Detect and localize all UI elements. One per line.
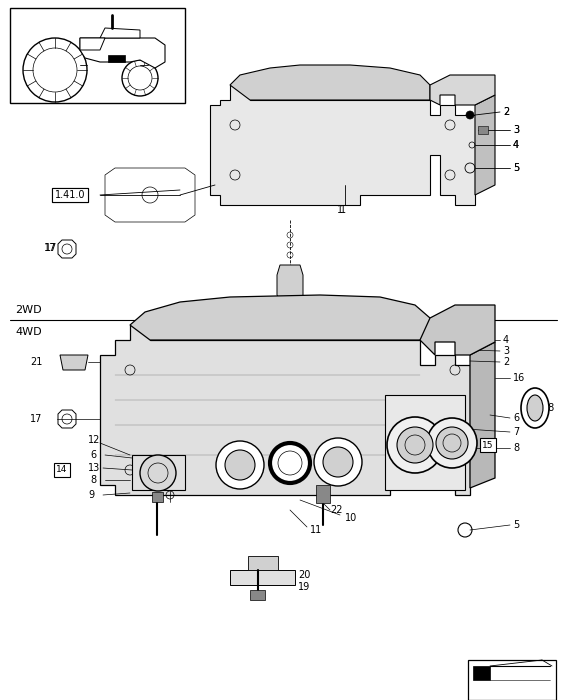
Polygon shape — [430, 75, 495, 105]
Ellipse shape — [521, 388, 549, 428]
Polygon shape — [230, 570, 295, 585]
Polygon shape — [80, 38, 105, 50]
Polygon shape — [385, 395, 465, 490]
Text: 17: 17 — [44, 243, 56, 253]
Circle shape — [225, 450, 255, 480]
Text: 2WD: 2WD — [15, 305, 41, 315]
Text: 3: 3 — [503, 346, 509, 356]
Text: 1.41.0: 1.41.0 — [55, 190, 85, 200]
Text: 5: 5 — [513, 520, 519, 530]
Circle shape — [466, 111, 474, 119]
Text: 12: 12 — [88, 435, 100, 445]
Text: 17: 17 — [45, 243, 57, 253]
Polygon shape — [248, 556, 278, 570]
Text: 22: 22 — [330, 505, 342, 515]
Circle shape — [436, 427, 468, 459]
Polygon shape — [470, 342, 495, 488]
Text: 4: 4 — [513, 140, 519, 150]
Text: 2: 2 — [503, 107, 509, 117]
Text: 1: 1 — [340, 205, 346, 215]
Text: 13: 13 — [88, 463, 100, 473]
Circle shape — [278, 451, 302, 475]
Text: 5: 5 — [513, 163, 519, 173]
Polygon shape — [475, 95, 495, 195]
Text: 4WD: 4WD — [15, 327, 41, 337]
Text: 3: 3 — [513, 125, 519, 135]
Text: 4: 4 — [513, 140, 519, 150]
Polygon shape — [80, 38, 165, 68]
Text: 9: 9 — [88, 490, 94, 500]
Text: 18: 18 — [543, 403, 555, 413]
Polygon shape — [210, 85, 475, 205]
Polygon shape — [108, 55, 125, 62]
Circle shape — [23, 38, 87, 102]
Circle shape — [122, 60, 158, 96]
Polygon shape — [130, 295, 430, 340]
Circle shape — [387, 417, 443, 473]
Circle shape — [314, 438, 362, 486]
Text: 11: 11 — [310, 525, 322, 535]
Text: 2: 2 — [503, 357, 509, 367]
Polygon shape — [316, 485, 330, 503]
Text: 14: 14 — [56, 466, 67, 475]
Text: 8: 8 — [513, 443, 519, 453]
Circle shape — [323, 447, 353, 477]
Text: 15: 15 — [483, 440, 494, 449]
Text: 10: 10 — [345, 513, 357, 523]
Text: 19: 19 — [298, 582, 310, 592]
Circle shape — [397, 427, 433, 463]
Text: 3: 3 — [513, 125, 519, 135]
Text: 5: 5 — [513, 163, 519, 173]
Circle shape — [427, 418, 477, 468]
Text: 6: 6 — [513, 413, 519, 423]
Text: 21: 21 — [30, 357, 43, 367]
Polygon shape — [478, 126, 488, 134]
Text: 1.41.0: 1.41.0 — [55, 190, 85, 200]
Ellipse shape — [527, 395, 543, 421]
Text: 17: 17 — [30, 414, 43, 424]
Polygon shape — [60, 355, 88, 370]
Bar — [10, 8, 185, 103]
Polygon shape — [250, 590, 265, 600]
Bar — [468, 660, 556, 700]
Polygon shape — [420, 305, 495, 355]
Text: 20: 20 — [298, 570, 310, 580]
Polygon shape — [152, 492, 163, 502]
Polygon shape — [100, 28, 140, 38]
Text: 2: 2 — [503, 107, 509, 117]
Text: 4: 4 — [503, 335, 509, 345]
Polygon shape — [230, 65, 430, 100]
Polygon shape — [100, 325, 470, 495]
Polygon shape — [277, 265, 303, 300]
Polygon shape — [473, 666, 490, 680]
Text: 6: 6 — [90, 450, 96, 460]
Circle shape — [140, 455, 176, 491]
Text: 1: 1 — [337, 205, 343, 215]
Text: 16: 16 — [513, 373, 525, 383]
Circle shape — [270, 443, 310, 483]
Polygon shape — [132, 455, 185, 490]
Circle shape — [216, 441, 264, 489]
Text: 7: 7 — [513, 427, 519, 437]
Text: 8: 8 — [90, 475, 96, 485]
